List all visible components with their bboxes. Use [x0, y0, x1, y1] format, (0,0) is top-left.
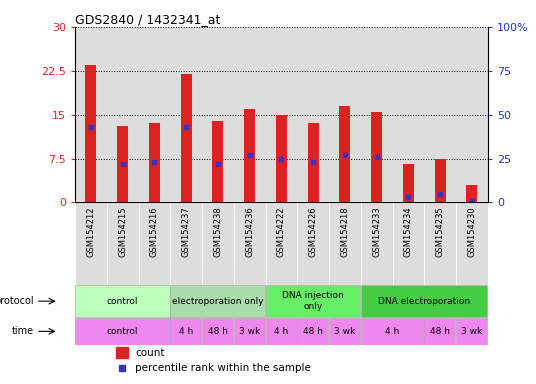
Bar — [265, 318, 296, 344]
Bar — [75, 202, 107, 285]
Text: GSM154212: GSM154212 — [86, 207, 95, 257]
Text: GSM154236: GSM154236 — [245, 207, 254, 257]
Bar — [308, 123, 319, 202]
Bar — [116, 347, 128, 358]
Text: GSM154238: GSM154238 — [213, 207, 222, 257]
Bar — [392, 202, 425, 285]
Bar — [425, 27, 456, 202]
Bar — [392, 27, 425, 202]
Bar — [297, 27, 329, 202]
Bar — [170, 202, 202, 285]
Text: 48 h: 48 h — [208, 327, 228, 336]
Bar — [265, 202, 297, 285]
Text: 3 wk: 3 wk — [334, 327, 355, 336]
Bar — [234, 318, 265, 344]
Bar — [107, 27, 138, 202]
Bar — [75, 27, 107, 202]
Text: 48 h: 48 h — [303, 327, 323, 336]
Text: control: control — [107, 327, 138, 336]
Bar — [75, 318, 170, 344]
Bar — [181, 74, 192, 202]
Bar — [329, 27, 361, 202]
Text: GSM154216: GSM154216 — [150, 207, 159, 257]
Bar — [361, 202, 392, 285]
Bar — [170, 27, 202, 202]
Text: time: time — [12, 326, 34, 336]
Text: electroporation only: electroporation only — [172, 297, 264, 306]
Bar — [361, 27, 392, 202]
Text: DNA electroporation: DNA electroporation — [378, 297, 470, 306]
Bar — [85, 65, 96, 202]
Bar — [425, 202, 456, 285]
Bar — [339, 106, 351, 202]
Text: 3 wk: 3 wk — [461, 327, 482, 336]
Bar — [75, 285, 170, 317]
Bar — [403, 164, 414, 202]
Text: percentile rank within the sample: percentile rank within the sample — [135, 362, 311, 372]
Bar — [297, 318, 329, 344]
Bar — [435, 159, 446, 202]
Bar — [361, 318, 423, 344]
Text: control: control — [107, 297, 138, 306]
Bar — [265, 285, 360, 317]
Text: 4 h: 4 h — [385, 327, 400, 336]
Bar — [329, 318, 360, 344]
Bar — [456, 27, 488, 202]
Bar — [138, 27, 170, 202]
Bar — [456, 202, 488, 285]
Text: GSM154234: GSM154234 — [404, 207, 413, 257]
Text: 4 h: 4 h — [179, 327, 193, 336]
Bar — [297, 202, 329, 285]
Text: 4 h: 4 h — [274, 327, 288, 336]
Text: GSM154237: GSM154237 — [182, 207, 191, 257]
Bar — [361, 285, 487, 317]
Text: GSM154235: GSM154235 — [436, 207, 445, 257]
Text: protocol: protocol — [0, 296, 34, 306]
Bar — [329, 202, 361, 285]
Bar — [107, 202, 138, 285]
Text: GDS2840 / 1432341_at: GDS2840 / 1432341_at — [75, 13, 220, 26]
Bar — [265, 27, 297, 202]
Text: GSM154233: GSM154233 — [372, 207, 381, 257]
Bar — [117, 126, 128, 202]
Text: 48 h: 48 h — [430, 327, 450, 336]
Text: GSM154230: GSM154230 — [467, 207, 477, 257]
Text: GSM154218: GSM154218 — [340, 207, 349, 257]
Bar — [170, 285, 265, 317]
Bar — [212, 121, 224, 202]
Bar — [234, 27, 265, 202]
Bar — [202, 318, 233, 344]
Text: 3 wk: 3 wk — [239, 327, 260, 336]
Bar — [466, 185, 478, 202]
Text: GSM154215: GSM154215 — [118, 207, 127, 257]
Text: DNA injection
only: DNA injection only — [282, 291, 344, 311]
Bar — [371, 112, 382, 202]
Bar — [149, 123, 160, 202]
Bar — [276, 115, 287, 202]
Bar — [202, 27, 234, 202]
Text: GSM154226: GSM154226 — [309, 207, 318, 257]
Bar — [138, 202, 170, 285]
Bar — [234, 202, 265, 285]
Bar — [456, 318, 487, 344]
Text: count: count — [135, 348, 165, 358]
Bar — [170, 318, 202, 344]
Bar — [202, 202, 234, 285]
Bar — [244, 109, 255, 202]
Text: GSM154222: GSM154222 — [277, 207, 286, 257]
Bar — [425, 318, 456, 344]
